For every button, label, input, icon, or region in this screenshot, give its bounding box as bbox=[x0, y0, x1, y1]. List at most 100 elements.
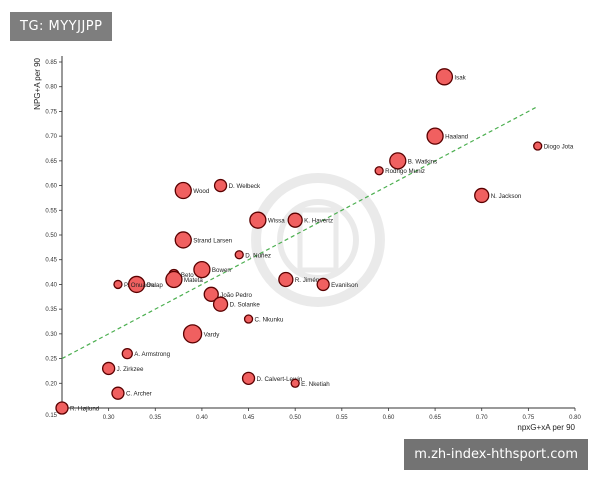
data-point: R. Højlund bbox=[55, 401, 100, 415]
y-tick-label: 0.40 bbox=[45, 282, 57, 288]
y-tick-label: 0.70 bbox=[45, 134, 57, 140]
x-tick-label: 0.30 bbox=[103, 415, 115, 421]
y-axis-title: NPG+A per 90 bbox=[33, 57, 42, 109]
point-marker bbox=[316, 277, 330, 292]
point-marker bbox=[426, 127, 444, 145]
data-point: R. Jiménez bbox=[278, 271, 326, 288]
data-point: E. Nketiah bbox=[290, 378, 330, 388]
data-point: D. Welbeck bbox=[213, 178, 261, 193]
x-tick-label: 0.65 bbox=[429, 415, 441, 421]
point-label: J. Zirkzee bbox=[117, 366, 144, 373]
point-label: Isak bbox=[454, 74, 466, 81]
data-point: Strand Larsen bbox=[174, 231, 233, 249]
data-point: Diogo Jota bbox=[533, 141, 574, 151]
data-point: D. Calvert-Lewin bbox=[241, 371, 303, 385]
y-tick-label: 0.85 bbox=[45, 60, 57, 66]
watermark-tag: TG: MYYJJPP bbox=[10, 12, 113, 41]
point-marker bbox=[174, 181, 192, 200]
point-marker bbox=[203, 286, 219, 302]
points-layer: Isak Haaland Diogo Jota B. Watkins Rodrigo M… bbox=[55, 68, 574, 415]
data-point: K. Havertz bbox=[287, 212, 333, 228]
point-marker bbox=[243, 314, 254, 324]
point-label: Strand Larsen bbox=[193, 237, 232, 244]
axes-layer: 0.30 0.35 0.40 0.45 0.50 0.55 0.60 0.65 0.70 0.75… bbox=[33, 56, 581, 432]
point-label: Wissa bbox=[268, 218, 285, 225]
point-marker bbox=[212, 296, 229, 312]
point-label: C. Nkunku bbox=[255, 317, 284, 324]
point-label: P. Onuachu bbox=[124, 282, 156, 289]
data-point: Haaland bbox=[426, 127, 469, 145]
point-label: Wood bbox=[193, 188, 210, 195]
y-tick-label: 0.50 bbox=[45, 233, 57, 239]
data-point: Rodrigo Muniz bbox=[374, 166, 425, 176]
point-marker bbox=[127, 275, 146, 294]
point-marker bbox=[533, 141, 543, 151]
point-label: Evanilson bbox=[331, 282, 358, 289]
point-label: Haaland bbox=[445, 134, 469, 141]
y-tick-label: 0.75 bbox=[45, 109, 57, 115]
y-tick-label: 0.25 bbox=[45, 357, 57, 363]
point-label: D. Welbeck bbox=[229, 183, 261, 190]
data-point: J. Zirkzee bbox=[101, 361, 144, 376]
point-marker bbox=[165, 270, 183, 289]
x-tick-label: 0.60 bbox=[383, 415, 395, 421]
source-label: m.zh-index-hthsport.com bbox=[404, 439, 588, 470]
x-tick-label: 0.45 bbox=[243, 415, 255, 421]
point-label: Rodrigo Muniz bbox=[385, 168, 425, 175]
y-tick-label: 0.20 bbox=[45, 381, 57, 387]
data-point: Wood bbox=[174, 181, 210, 200]
point-label: C. Archer bbox=[126, 391, 152, 398]
point-marker bbox=[174, 231, 192, 249]
crest-watermark bbox=[251, 173, 385, 307]
data-point: D. Núñez bbox=[234, 250, 271, 260]
x-tick-label: 0.50 bbox=[289, 415, 301, 421]
trendline-layer bbox=[61, 105, 538, 360]
point-marker bbox=[55, 401, 69, 415]
y-tick-label: 0.65 bbox=[45, 159, 57, 165]
x-tick-label: 0.40 bbox=[196, 415, 208, 421]
x-axis-title: npxG+xA per 90 bbox=[517, 423, 575, 432]
point-marker bbox=[435, 68, 454, 86]
point-marker bbox=[101, 361, 116, 376]
point-label: N. Jackson bbox=[491, 193, 522, 200]
point-marker bbox=[193, 260, 211, 279]
data-point: A. Armstrong bbox=[121, 347, 171, 360]
data-point: D. Solanke bbox=[212, 296, 260, 312]
point-label: E. Nketiah bbox=[301, 381, 330, 388]
point-marker bbox=[287, 212, 303, 228]
point-label: Beto bbox=[181, 272, 194, 279]
point-marker bbox=[241, 371, 256, 385]
trend-line bbox=[61, 105, 538, 360]
point-marker bbox=[182, 324, 203, 344]
point-marker bbox=[249, 211, 267, 229]
data-point: Wissa bbox=[249, 211, 285, 229]
point-label: Diogo Jota bbox=[544, 144, 574, 151]
point-label: Bowen bbox=[212, 267, 231, 274]
y-tick-label: 0.15 bbox=[45, 413, 57, 419]
point-label: A. Armstrong bbox=[134, 351, 170, 358]
point-marker bbox=[113, 279, 123, 290]
point-marker bbox=[474, 187, 490, 204]
point-label: D. Calvert-Lewin bbox=[257, 376, 303, 383]
y-tick-label: 0.35 bbox=[45, 307, 57, 313]
data-point: C. Nkunku bbox=[243, 314, 284, 324]
point-label: Vardy bbox=[204, 331, 221, 338]
y-tick-label: 0.45 bbox=[45, 258, 57, 264]
point-marker bbox=[278, 271, 294, 288]
data-point: Delap bbox=[127, 275, 164, 294]
y-tick-label: 0.30 bbox=[45, 332, 57, 338]
point-marker bbox=[111, 386, 125, 400]
data-point: B. Watkins bbox=[389, 152, 437, 170]
data-point: N. Jackson bbox=[474, 187, 522, 204]
point-label: D. Núñez bbox=[245, 252, 271, 259]
data-point: Vardy bbox=[182, 324, 221, 344]
y-tick-label: 0.80 bbox=[45, 85, 57, 91]
x-tick-label: 0.70 bbox=[476, 415, 488, 421]
point-marker bbox=[389, 152, 407, 170]
data-point: Isak bbox=[435, 68, 467, 86]
point-label: Delap bbox=[147, 282, 164, 289]
point-label: R. Højlund bbox=[70, 406, 100, 413]
data-point: P. Onuachu bbox=[113, 279, 156, 290]
x-tick-label: 0.80 bbox=[569, 415, 581, 421]
